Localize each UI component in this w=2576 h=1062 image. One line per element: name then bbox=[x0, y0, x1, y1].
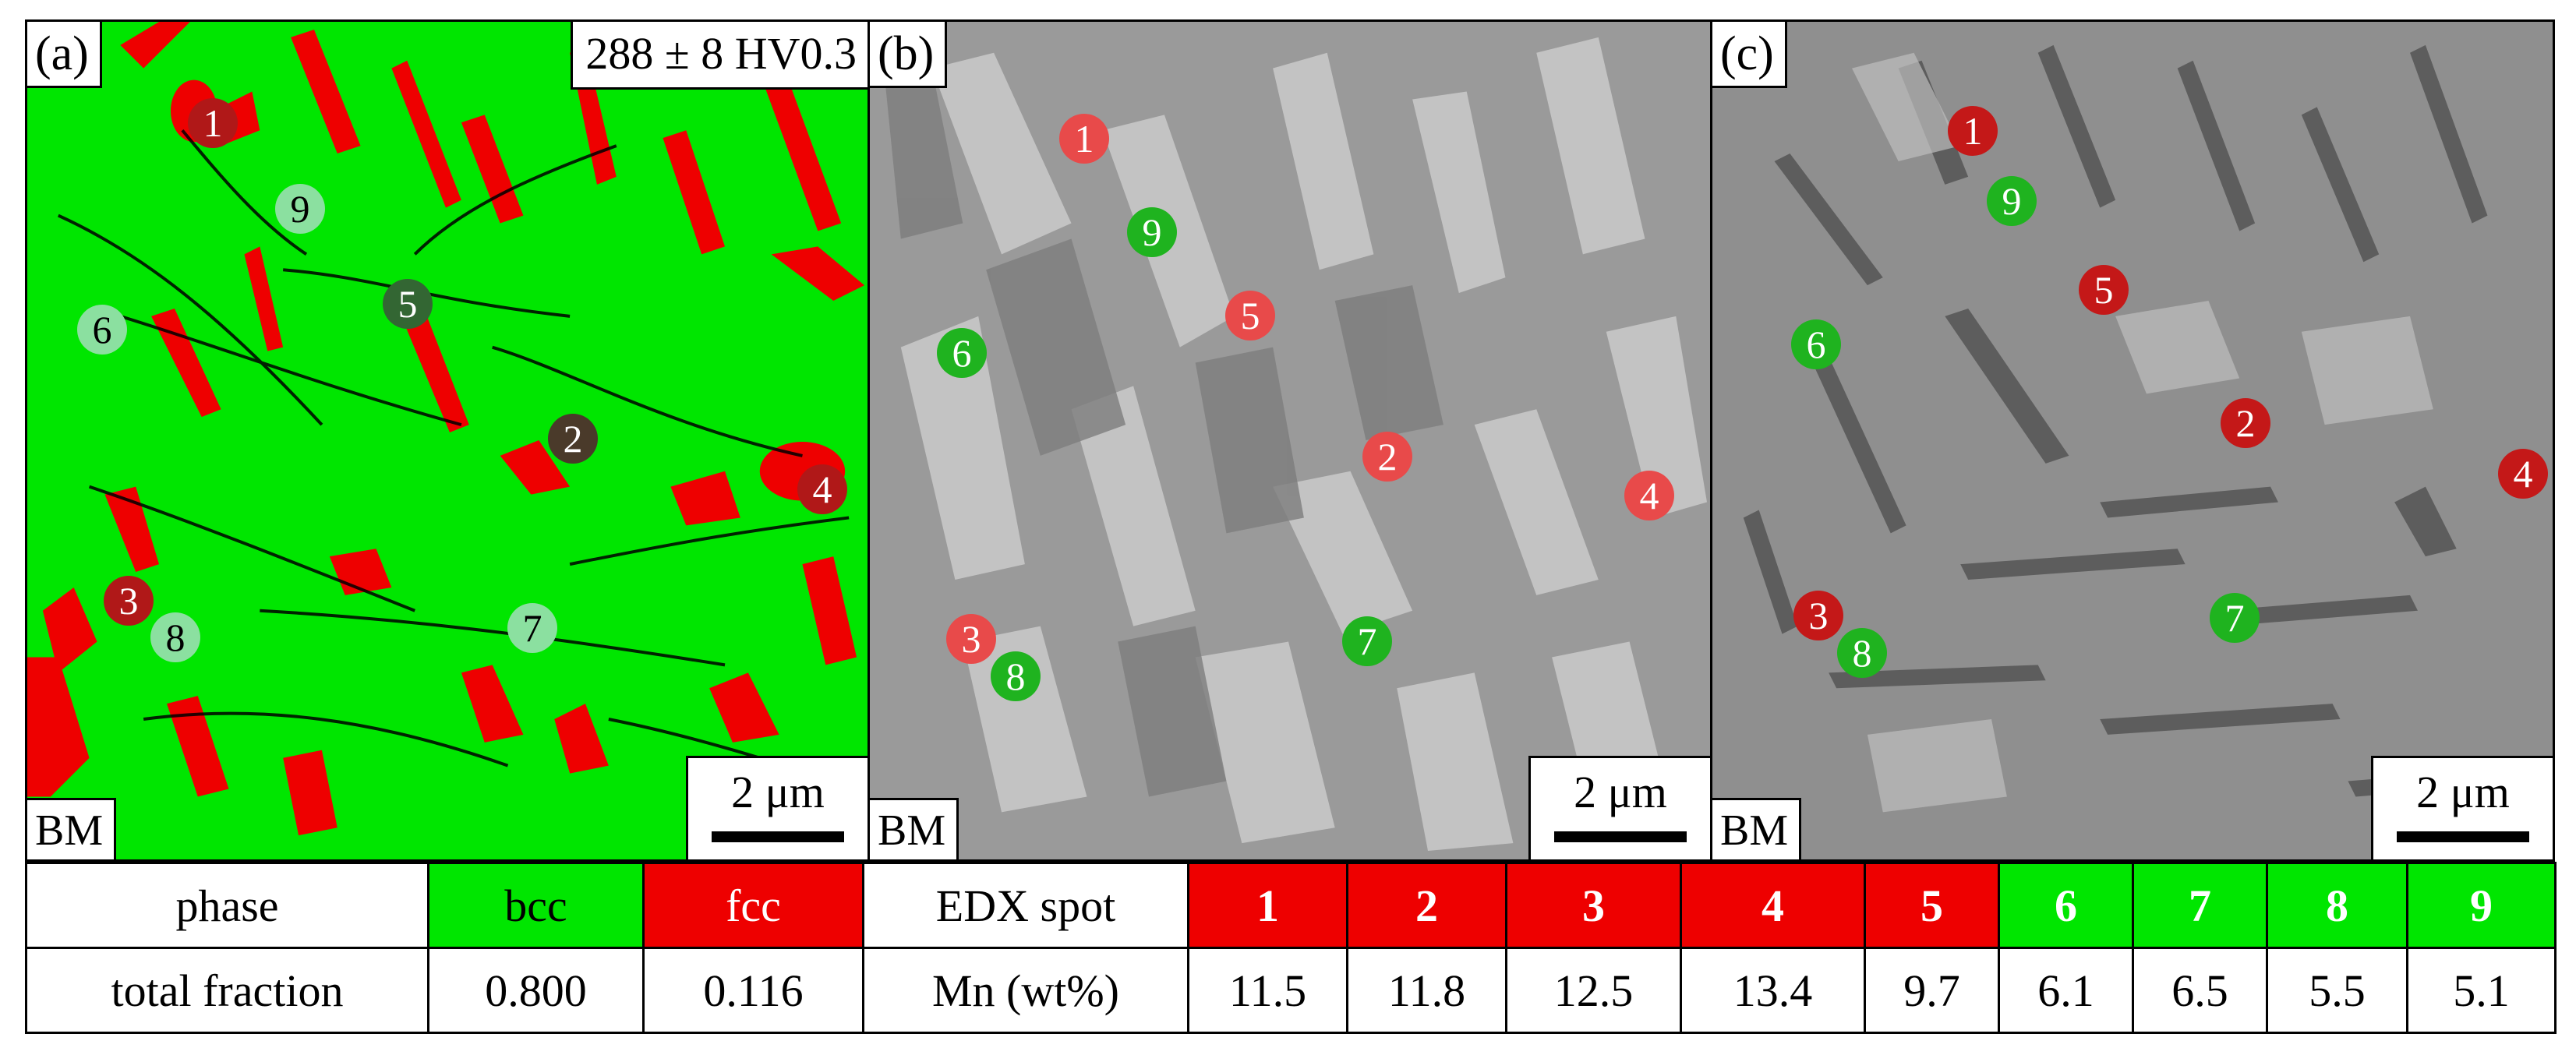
edx-spot-cell: 8 bbox=[2266, 862, 2408, 949]
spot-6: 6 bbox=[77, 305, 127, 355]
mn-value: 6.5 bbox=[2132, 947, 2268, 1034]
edx-spot-cell: 1 bbox=[1187, 862, 1348, 949]
panel-c-scale-bar: 2 μm bbox=[2371, 756, 2553, 859]
panel-b-label: (b) bbox=[870, 22, 948, 88]
mn-value: 9.7 bbox=[1864, 947, 2000, 1034]
edx-spot-header: EDX spot bbox=[862, 862, 1189, 949]
panel-b-tag: BM bbox=[870, 798, 959, 859]
sem-image-b bbox=[870, 22, 1710, 859]
mn-value: 5.5 bbox=[2266, 947, 2408, 1034]
bcc-fraction-value: 0.800 bbox=[427, 947, 645, 1034]
panel-c-sem-image: (c) 1 9 5 6 2 4 3 8 7 BM 2 μm bbox=[1710, 19, 2555, 862]
panel-a-label: (a) bbox=[27, 22, 102, 88]
edx-spot-cell: 3 bbox=[1505, 862, 1682, 949]
spot-8: 8 bbox=[1837, 628, 1887, 678]
table-row: phase bcc fcc EDX spot 1 2 3 4 5 6 7 8 9 bbox=[25, 862, 2557, 949]
spot-5: 5 bbox=[1225, 291, 1275, 340]
phase-header: phase bbox=[25, 862, 429, 949]
spot-9: 9 bbox=[1987, 176, 2037, 226]
scale-bar-line bbox=[712, 831, 844, 842]
spot-1: 1 bbox=[188, 98, 238, 148]
mn-value: 13.4 bbox=[1680, 947, 1866, 1034]
spot-2: 2 bbox=[548, 414, 598, 464]
mn-value: 6.1 bbox=[1998, 947, 2134, 1034]
phase-edx-table: phase bcc fcc EDX spot 1 2 3 4 5 6 7 8 9… bbox=[25, 862, 2557, 1034]
panel-c-tag: BM bbox=[1712, 798, 1802, 859]
spot-7: 7 bbox=[2210, 593, 2260, 643]
sem-image-c bbox=[1712, 22, 2553, 859]
spot-7: 7 bbox=[1342, 616, 1392, 666]
mn-value: 12.5 bbox=[1505, 947, 1682, 1034]
scale-bar-line bbox=[1554, 831, 1687, 842]
edx-spot-cell: 7 bbox=[2132, 862, 2268, 949]
mn-header: Mn (wt%) bbox=[862, 947, 1189, 1034]
panel-b-scale-bar: 2 μm bbox=[1528, 756, 1710, 859]
scale-bar-label: 2 μm bbox=[1574, 767, 1667, 817]
edx-spot-cell: 4 bbox=[1680, 862, 1866, 949]
spot-5: 5 bbox=[383, 279, 433, 329]
spot-2: 2 bbox=[2221, 398, 2270, 448]
spot-1: 1 bbox=[1948, 106, 1998, 156]
spot-3: 3 bbox=[104, 576, 154, 626]
scale-bar-label: 2 μm bbox=[731, 767, 825, 817]
panel-a-tag: BM bbox=[27, 798, 117, 859]
edx-spot-cell: 9 bbox=[2406, 862, 2557, 949]
bcc-cell: bcc bbox=[427, 862, 645, 949]
spot-3: 3 bbox=[1793, 591, 1843, 640]
scale-bar-line bbox=[2397, 831, 2529, 842]
fcc-cell: fcc bbox=[642, 862, 864, 949]
panel-c-label: (c) bbox=[1712, 22, 1787, 88]
panel-a-phase-map: (a) 288 ± 8 HV0.3 1 9 6 5 2 4 3 8 7 BM 2… bbox=[25, 19, 870, 862]
spot-3: 3 bbox=[946, 614, 996, 664]
spot-9: 9 bbox=[275, 184, 325, 234]
table-row: total fraction 0.800 0.116 Mn (wt%) 11.5… bbox=[25, 947, 2557, 1034]
spot-7: 7 bbox=[507, 603, 557, 653]
fcc-fraction-value: 0.116 bbox=[642, 947, 864, 1034]
spot-4: 4 bbox=[1624, 471, 1674, 520]
edx-spot-cell: 2 bbox=[1346, 862, 1507, 949]
spot-1: 1 bbox=[1059, 114, 1109, 164]
panel-b-sem-image: (b) 1 9 5 6 2 4 3 8 7 BM 2 μm bbox=[868, 19, 1712, 862]
mn-value: 11.8 bbox=[1346, 947, 1507, 1034]
spot-5: 5 bbox=[2079, 265, 2129, 315]
edx-spot-cell: 5 bbox=[1864, 862, 2000, 949]
scale-bar-label: 2 μm bbox=[2416, 767, 2510, 817]
spot-6: 6 bbox=[1791, 319, 1841, 369]
mn-value: 11.5 bbox=[1187, 947, 1348, 1034]
mn-value: 5.1 bbox=[2406, 947, 2557, 1034]
hardness-label: 288 ± 8 HV0.3 bbox=[571, 22, 868, 90]
panel-a-scale-bar: 2 μm bbox=[686, 756, 868, 859]
spot-2: 2 bbox=[1362, 432, 1412, 482]
spot-8: 8 bbox=[991, 651, 1041, 701]
edx-spot-cell: 6 bbox=[1998, 862, 2134, 949]
spot-4: 4 bbox=[2498, 449, 2548, 499]
spot-6: 6 bbox=[937, 328, 987, 378]
spot-9: 9 bbox=[1127, 207, 1177, 257]
spot-8: 8 bbox=[150, 612, 200, 662]
phase-map-image bbox=[27, 22, 868, 859]
spot-4: 4 bbox=[797, 464, 847, 514]
total-fraction-header: total fraction bbox=[25, 947, 429, 1034]
